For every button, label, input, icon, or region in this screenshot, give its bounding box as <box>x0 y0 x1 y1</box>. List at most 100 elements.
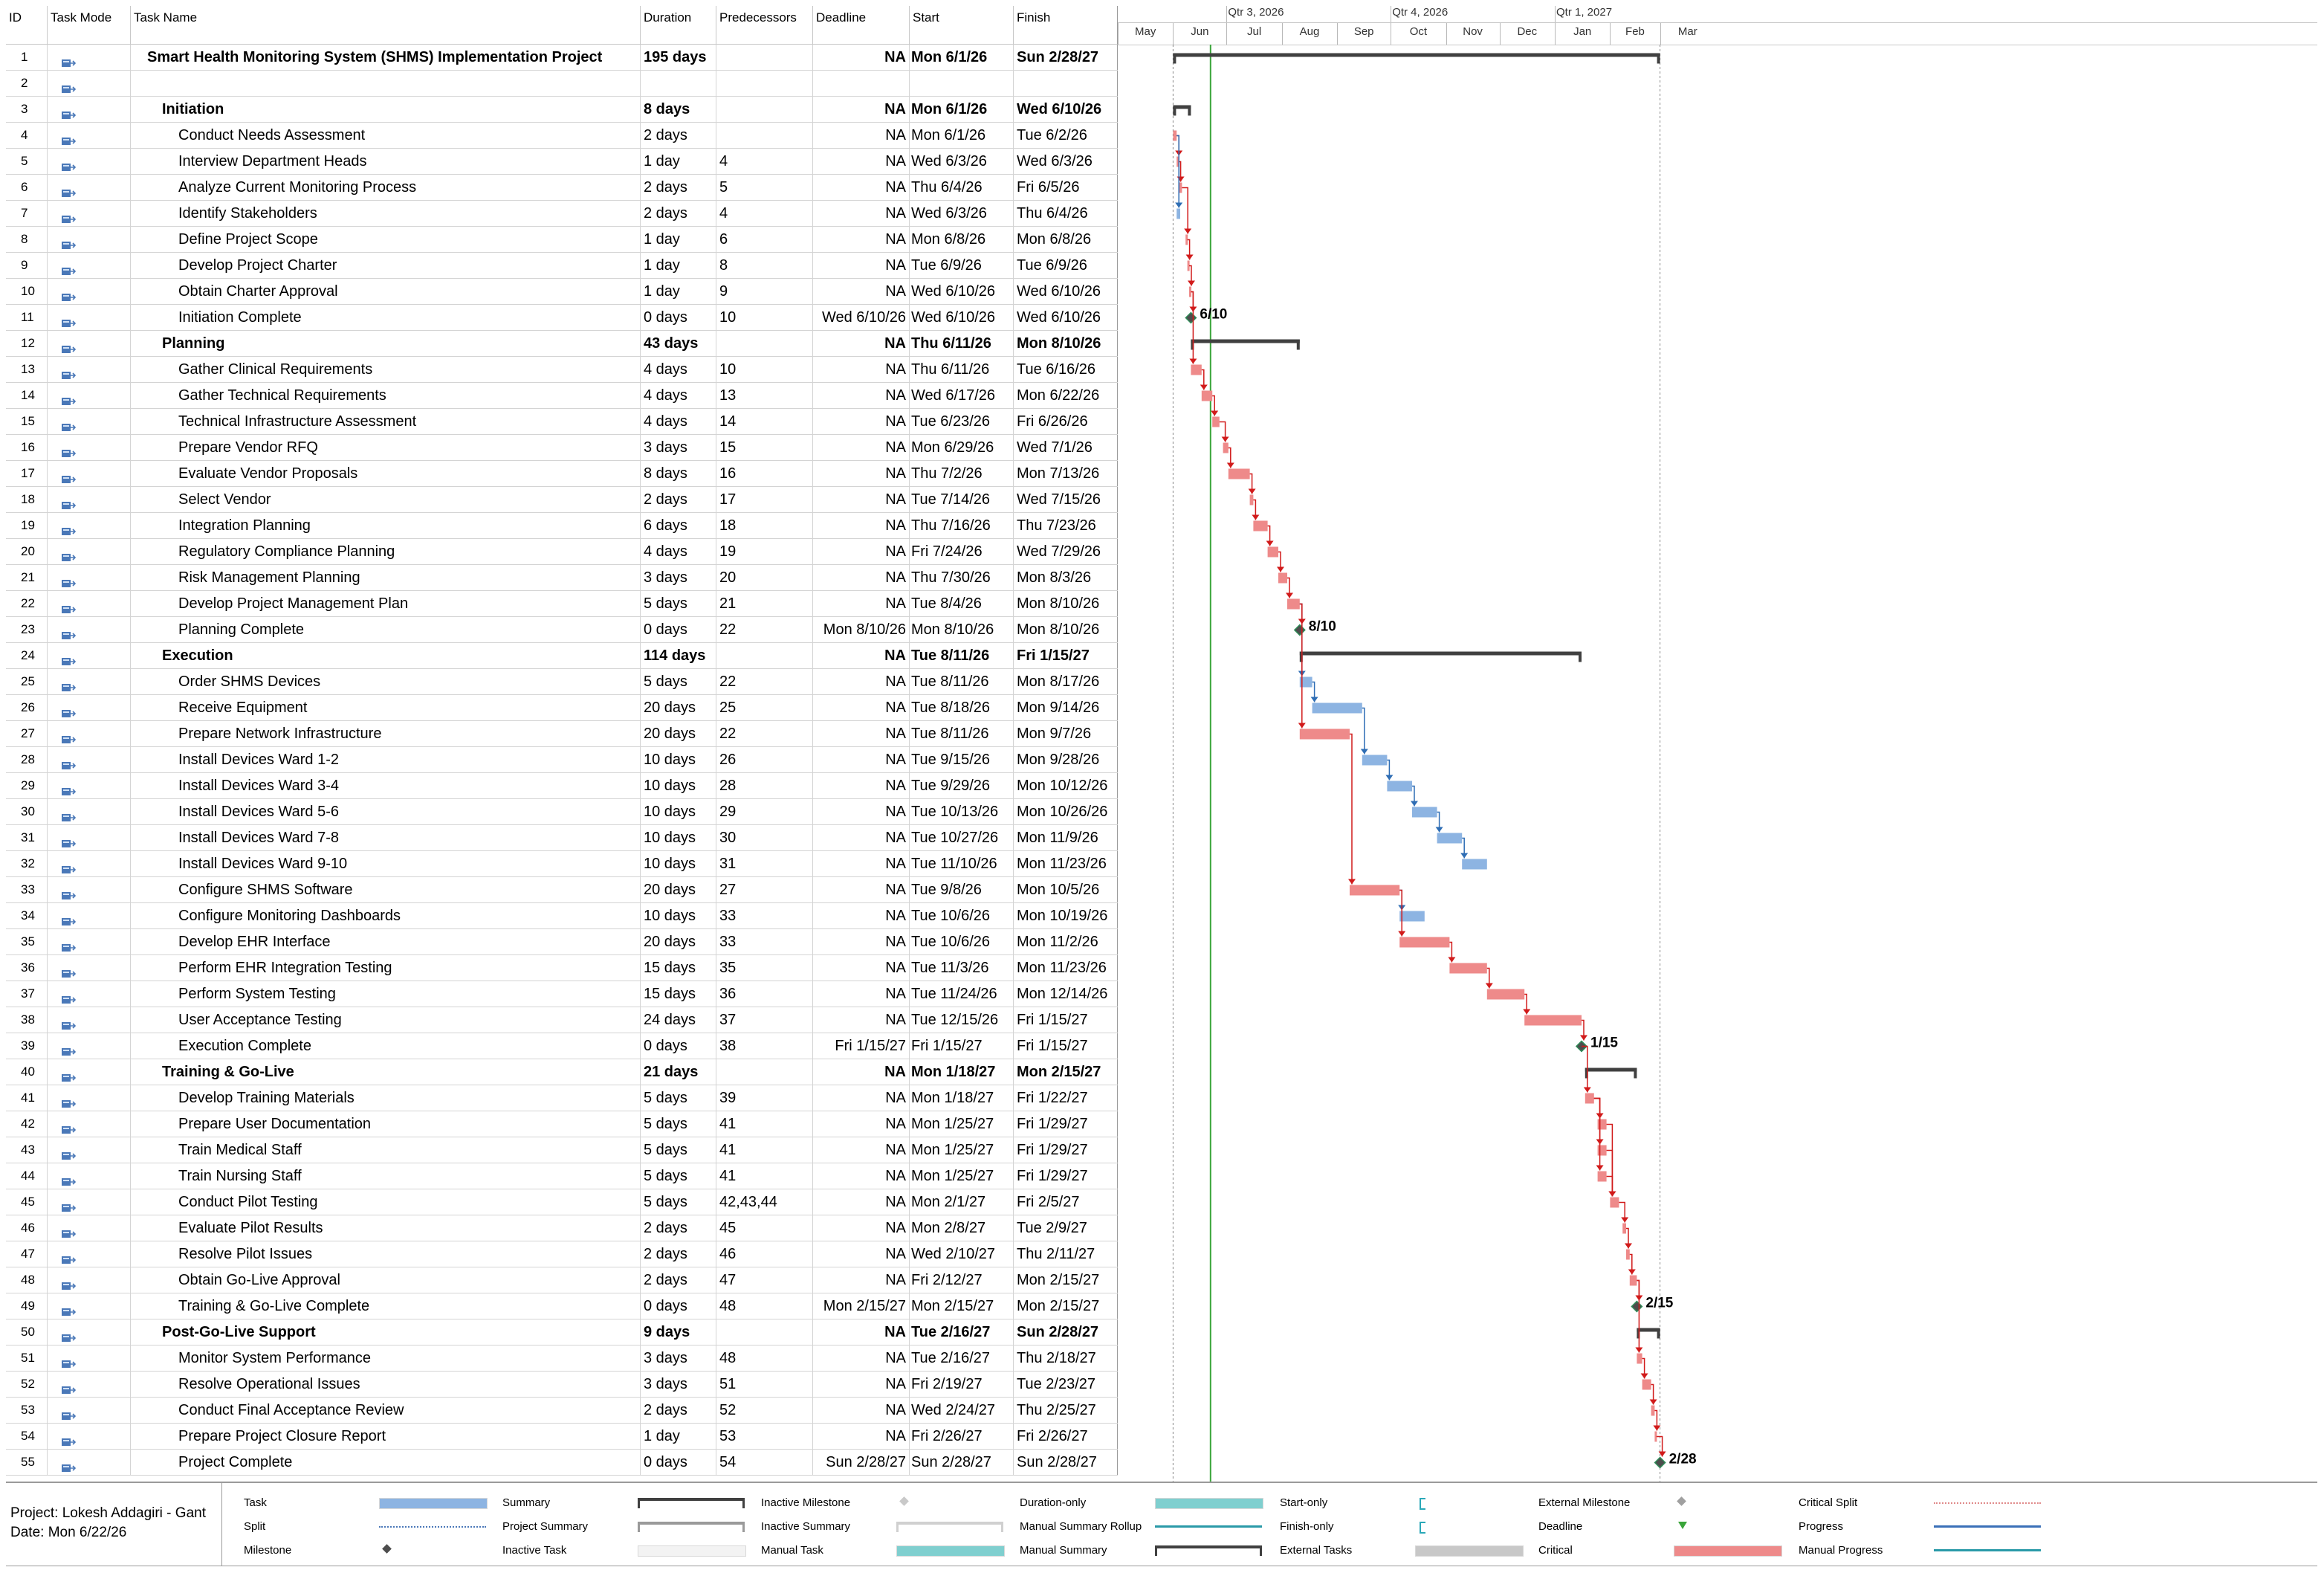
deadline-cell[interactable]: NA <box>813 669 910 694</box>
deadline-cell[interactable]: NA <box>813 539 910 564</box>
summary-bar-cap[interactable] <box>1188 105 1191 116</box>
task-mode-cell[interactable] <box>48 1085 131 1111</box>
row-id[interactable]: 55 <box>6 1450 48 1475</box>
start-cell[interactable]: Tue 10/27/26 <box>910 825 1014 850</box>
row-id[interactable]: 16 <box>6 435 48 460</box>
predecessors-cell[interactable]: 37 <box>716 1007 813 1033</box>
finish-cell[interactable]: Fri 1/29/27 <box>1014 1137 1118 1163</box>
table-row[interactable]: 49 Training & Go-Live Complete 0 days 48 Mon… <box>6 1293 1118 1319</box>
deadline-cell[interactable]: NA <box>813 799 910 824</box>
row-id[interactable]: 44 <box>6 1163 48 1189</box>
finish-cell[interactable]: Thu 6/4/26 <box>1014 201 1118 226</box>
deadline-cell[interactable]: NA <box>813 357 910 382</box>
duration-cell[interactable]: 8 days <box>641 461 716 486</box>
col-header-finish[interactable]: Finish <box>1014 6 1118 45</box>
task-mode-cell[interactable] <box>48 1398 131 1423</box>
task-name-cell[interactable]: Analyze Current Monitoring Process <box>131 175 641 200</box>
duration-cell[interactable]: 3 days <box>641 565 716 590</box>
milestone-diamond[interactable] <box>1654 1456 1666 1469</box>
task-name-cell[interactable]: Technical Infrastructure Assessment <box>131 409 641 434</box>
deadline-cell[interactable]: NA <box>813 1215 910 1241</box>
deadline-cell[interactable]: NA <box>813 955 910 981</box>
row-id[interactable]: 50 <box>6 1319 48 1345</box>
critical-task-bar[interactable] <box>1629 1275 1637 1286</box>
duration-cell[interactable]: 8 days <box>641 97 716 122</box>
predecessors-cell[interactable]: 45 <box>716 1215 813 1241</box>
finish-cell[interactable]: Mon 9/7/26 <box>1014 721 1118 746</box>
row-id[interactable]: 42 <box>6 1111 48 1137</box>
finish-cell[interactable]: Sun 2/28/27 <box>1014 45 1118 70</box>
start-cell[interactable]: Mon 1/18/27 <box>910 1059 1014 1085</box>
start-cell[interactable]: Wed 2/24/27 <box>910 1398 1014 1423</box>
duration-cell[interactable]: 20 days <box>641 929 716 954</box>
deadline-cell[interactable]: NA <box>813 695 910 720</box>
task-name-cell[interactable]: Monitor System Performance <box>131 1346 641 1371</box>
table-row[interactable]: 7 Identify Stakeholders 2 days 4 NA Wed 6/3/2… <box>6 201 1118 227</box>
row-id[interactable]: 38 <box>6 1007 48 1033</box>
deadline-cell[interactable]: NA <box>813 1137 910 1163</box>
col-header-task-name[interactable]: Task Name <box>131 6 641 45</box>
task-mode-cell[interactable] <box>48 227 131 252</box>
table-row[interactable]: 13 Gather Clinical Requirements 4 days 10 NA… <box>6 357 1118 383</box>
task-mode-cell[interactable] <box>48 357 131 382</box>
deadline-cell[interactable]: NA <box>813 1241 910 1267</box>
task-mode-cell[interactable] <box>48 1319 131 1345</box>
critical-task-bar[interactable] <box>1597 1119 1607 1130</box>
task-mode-cell[interactable] <box>48 851 131 876</box>
finish-cell[interactable] <box>1014 71 1118 96</box>
duration-cell[interactable]: 5 days <box>641 1163 716 1189</box>
start-cell[interactable]: Fri 2/12/27 <box>910 1267 1014 1293</box>
row-id[interactable]: 13 <box>6 357 48 382</box>
duration-cell[interactable]: 3 days <box>641 1346 716 1371</box>
predecessors-cell[interactable]: 36 <box>716 981 813 1007</box>
deadline-cell[interactable]: NA <box>813 1111 910 1137</box>
finish-cell[interactable]: Thu 2/11/27 <box>1014 1241 1118 1267</box>
table-row[interactable]: 17 Evaluate Vendor Proposals 8 days 16 NA Thu… <box>6 461 1118 487</box>
deadline-cell[interactable]: Mon 2/15/27 <box>813 1293 910 1319</box>
deadline-cell[interactable]: NA <box>813 1163 910 1189</box>
col-header-task-mode[interactable]: Task Mode <box>48 6 131 45</box>
finish-cell[interactable]: Mon 2/15/27 <box>1014 1267 1118 1293</box>
deadline-cell[interactable]: NA <box>813 1267 910 1293</box>
deadline-cell[interactable]: NA <box>813 45 910 70</box>
task-bar[interactable] <box>1462 859 1487 870</box>
duration-cell[interactable]: 1 day <box>641 149 716 174</box>
col-header-predecessors[interactable]: Predecessors <box>716 6 813 45</box>
start-cell[interactable]: Tue 9/8/26 <box>910 877 1014 902</box>
table-row[interactable]: 10 Obtain Charter Approval 1 day 9 NA Wed 6/1… <box>6 279 1118 305</box>
deadline-cell[interactable]: NA <box>813 1189 910 1215</box>
critical-task-bar[interactable] <box>1585 1093 1594 1104</box>
finish-cell[interactable]: Fri 2/5/27 <box>1014 1189 1118 1215</box>
task-name-cell[interactable]: Obtain Charter Approval <box>131 279 641 304</box>
row-id[interactable]: 22 <box>6 591 48 616</box>
table-row[interactable]: 23 Planning Complete 0 days 22 Mon 8/10/26 Mo… <box>6 617 1118 643</box>
start-cell[interactable]: Tue 8/18/26 <box>910 695 1014 720</box>
predecessors-cell[interactable]: 18 <box>716 513 813 538</box>
start-cell[interactable]: Fri 2/19/27 <box>910 1372 1014 1397</box>
predecessors-cell[interactable]: 15 <box>716 435 813 460</box>
summary-bar[interactable] <box>1173 105 1191 109</box>
row-id[interactable]: 35 <box>6 929 48 954</box>
deadline-cell[interactable]: NA <box>813 851 910 876</box>
finish-cell[interactable]: Fri 6/5/26 <box>1014 175 1118 200</box>
predecessors-cell[interactable]: 33 <box>716 903 813 928</box>
start-cell[interactable]: Fri 1/15/27 <box>910 1033 1014 1059</box>
predecessors-cell[interactable]: 35 <box>716 955 813 981</box>
start-cell[interactable]: Tue 2/16/27 <box>910 1346 1014 1371</box>
start-cell[interactable]: Wed 6/10/26 <box>910 305 1014 330</box>
deadline-cell[interactable]: Sun 2/28/27 <box>813 1450 910 1475</box>
task-bar[interactable] <box>1437 833 1463 844</box>
task-name-cell[interactable]: Select Vendor <box>131 487 641 512</box>
finish-cell[interactable]: Mon 9/14/26 <box>1014 695 1118 720</box>
task-mode-cell[interactable] <box>48 253 131 278</box>
task-mode-cell[interactable] <box>48 1033 131 1059</box>
row-id[interactable]: 18 <box>6 487 48 512</box>
task-name-cell[interactable]: Conduct Pilot Testing <box>131 1189 641 1215</box>
table-row[interactable]: 46 Evaluate Pilot Results 2 days 45 NA Mon 2/… <box>6 1215 1118 1241</box>
task-mode-cell[interactable] <box>48 1163 131 1189</box>
start-cell[interactable]: Mon 2/15/27 <box>910 1293 1014 1319</box>
table-row[interactable]: 35 Develop EHR Interface 20 days 33 NA Tue 10… <box>6 929 1118 955</box>
row-id[interactable]: 31 <box>6 825 48 850</box>
critical-task-bar[interactable] <box>1610 1197 1619 1208</box>
duration-cell[interactable]: 10 days <box>641 799 716 824</box>
